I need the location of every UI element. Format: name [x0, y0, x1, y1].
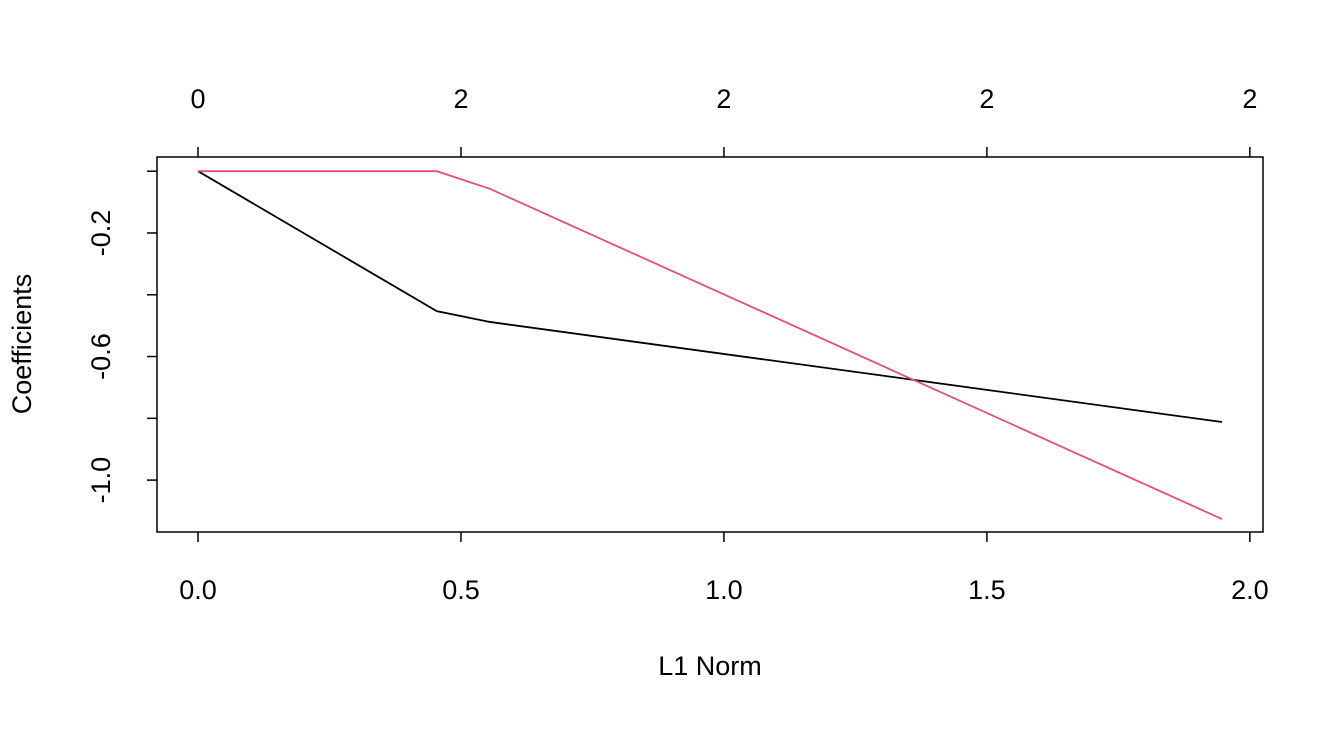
x-axis-label: L1 Norm — [658, 651, 762, 681]
x-tick-label: 1.5 — [968, 575, 1006, 605]
x-tick-label: 2.0 — [1231, 575, 1269, 605]
series-line — [197, 170, 1223, 423]
x-tick-label: 0.0 — [179, 575, 217, 605]
y-tick-label: -1.0 — [86, 457, 116, 504]
y-tick-label: -0.6 — [86, 333, 116, 380]
y-tick-label: -0.2 — [86, 210, 116, 257]
x-tick-label: 1.0 — [705, 575, 743, 605]
plot-frame — [156, 156, 1264, 533]
x-tick-label: 0.5 — [442, 575, 480, 605]
top-tick-label: 0 — [191, 84, 206, 114]
series-line — [198, 170, 1223, 520]
y-axis-label: Coefficients — [7, 274, 37, 415]
top-tick-label: 2 — [979, 84, 994, 114]
top-tick-label: 2 — [453, 84, 468, 114]
top-tick-label: 2 — [716, 84, 731, 114]
top-tick-label: 2 — [1242, 84, 1257, 114]
